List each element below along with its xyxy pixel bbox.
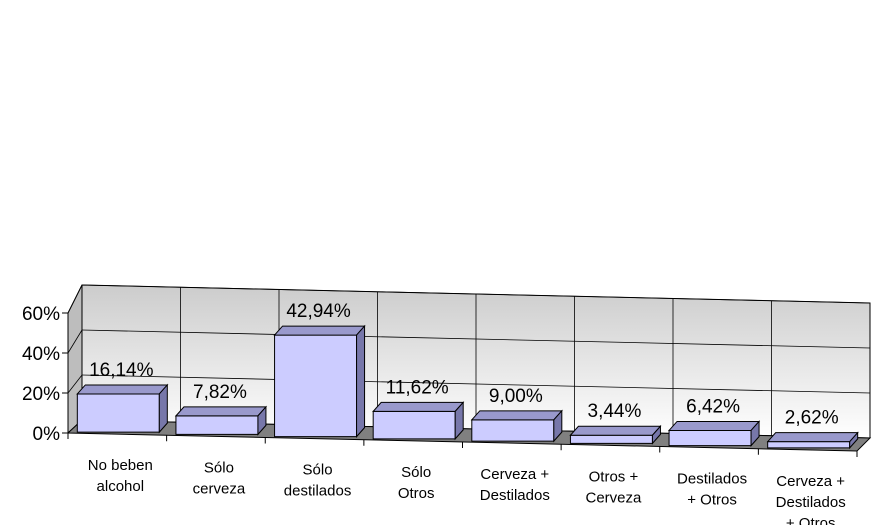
category-label-line: Destilados xyxy=(677,471,747,488)
bar-top xyxy=(569,425,662,436)
category-label-line: destilados xyxy=(284,483,352,500)
bar-front xyxy=(668,429,752,447)
bar-front xyxy=(274,334,358,438)
bar-front xyxy=(76,393,160,433)
bar: 3,44% xyxy=(569,401,662,445)
bar-front xyxy=(175,415,259,435)
category-label: Sólo Otros xyxy=(398,464,435,502)
bar-top xyxy=(76,384,169,395)
bar-top xyxy=(273,325,366,336)
category-label: No beben alcohol xyxy=(88,457,153,495)
bar-front xyxy=(471,419,555,442)
category-label-line: Cerveza + xyxy=(480,466,549,483)
bar: 6,42% xyxy=(667,396,761,447)
bar-front xyxy=(569,434,653,444)
gridline-side xyxy=(67,329,83,354)
category-label-line: Sólo xyxy=(204,459,234,476)
data-label: 11,62% xyxy=(386,377,449,398)
category-label-line: Destilados xyxy=(480,487,550,504)
data-label: 2,62% xyxy=(785,408,839,429)
category-label-line: + Otros xyxy=(687,492,737,509)
category-label-line: Sólo xyxy=(401,464,431,481)
category-label: Cerveza + Destilados + Otros xyxy=(776,473,846,525)
y-tick-label: 0% xyxy=(33,424,61,445)
y-tick-label: 60% xyxy=(22,304,60,325)
category-label-line: + Otros xyxy=(786,515,836,525)
bar-top xyxy=(667,420,761,431)
bar: 16,14% xyxy=(76,360,169,434)
gridlines xyxy=(67,284,871,436)
category-labels: No beben alcohol Sólo cerveza Sólo destilados… xyxy=(88,457,846,525)
category-label: Destilados + Otros xyxy=(677,471,747,509)
data-label: 16,14% xyxy=(89,360,154,381)
bar-top xyxy=(766,432,859,443)
category-label-line: Otros xyxy=(398,485,435,502)
data-label: 7,82% xyxy=(193,382,247,403)
category-label-line: Cerveza + xyxy=(776,473,845,490)
bar: 42,94% xyxy=(273,301,366,438)
bar-side xyxy=(750,420,760,447)
bar-side xyxy=(849,431,859,450)
bar: 2,62% xyxy=(766,408,859,450)
bar-side xyxy=(651,424,661,445)
gridline-side xyxy=(67,374,83,394)
data-label: 6,42% xyxy=(686,396,740,417)
bar-side xyxy=(356,324,366,438)
bars: 16,14% 7,82% 42,94% 11,62% 9,00% 3,44% 6,42% 2,… xyxy=(76,301,859,450)
category-label-line: cerveza xyxy=(193,480,246,497)
data-label: 9,00% xyxy=(489,386,543,407)
category-label-line: Destilados xyxy=(776,494,846,511)
bar: 11,62% xyxy=(372,377,465,441)
data-label: 3,44% xyxy=(588,401,642,422)
bar: 7,82% xyxy=(174,382,268,436)
bar-side xyxy=(553,409,563,443)
gridline-side xyxy=(67,284,83,314)
y-axis-ticks: 0% 20% 40% 60% xyxy=(22,304,858,457)
bar-side xyxy=(158,383,168,434)
category-label-line: Cerveza xyxy=(586,489,643,506)
bar-top xyxy=(372,401,465,412)
category-label: Otros + Cerveza xyxy=(586,468,643,506)
category-label: Cerveza + Destilados xyxy=(480,466,550,504)
data-label: 42,94% xyxy=(286,301,351,322)
category-label-line: Sólo xyxy=(303,462,333,479)
bar-top xyxy=(470,410,563,421)
category-label-line: alcohol xyxy=(97,478,145,495)
category-label-line: Otros + xyxy=(589,468,639,485)
bar-front xyxy=(372,410,456,440)
bar-top xyxy=(174,406,268,417)
y-tick-label: 40% xyxy=(22,344,60,365)
category-label: Sólo destilados xyxy=(284,462,352,500)
bar-side xyxy=(454,401,464,441)
bar: 9,00% xyxy=(470,386,563,443)
category-label-line: No beben xyxy=(88,457,153,474)
bar-side xyxy=(257,405,267,436)
y-tick-label: 20% xyxy=(22,384,60,405)
bar-front xyxy=(767,441,851,449)
category-label: Sólo cerveza xyxy=(193,459,246,497)
